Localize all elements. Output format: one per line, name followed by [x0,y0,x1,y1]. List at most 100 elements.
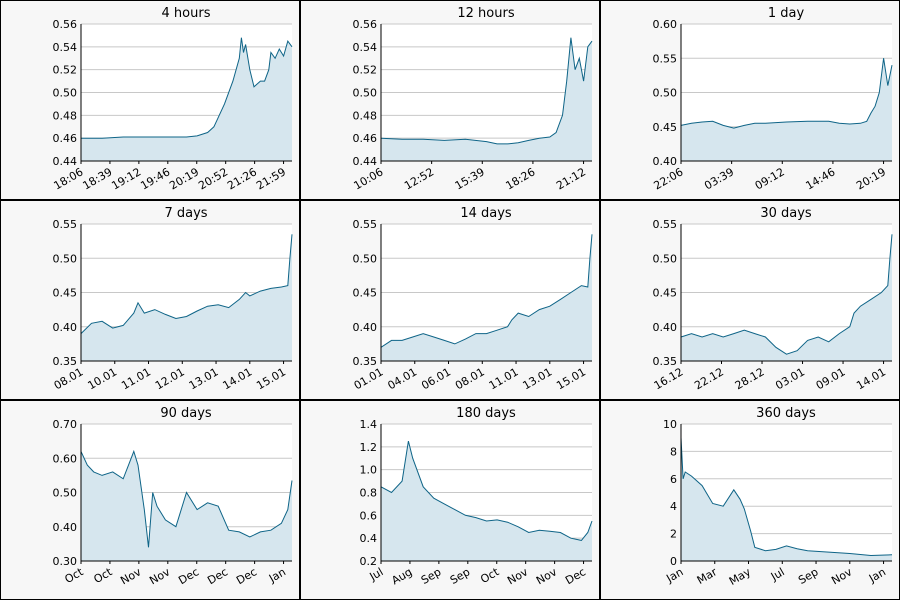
x-tick-label: Nov [534,565,560,587]
y-tick-label: 1.0 [360,464,378,477]
chart-title: 14 days [460,206,512,221]
chart-title: 180 days [456,406,516,421]
y-tick-label: 8 [670,445,677,458]
y-tick-label: 0.45 [53,287,78,300]
y-tick-label: 0.50 [53,487,78,500]
x-tick-label: 20:19 [167,165,201,192]
x-tick-label: 09.01 [814,365,848,392]
chart-title: 4 hours [162,6,211,21]
chart-panel: 0.35 0.40 0.45 0.50 0.55 08.01 10.01 11.01 12.01… [0,200,300,400]
series-line [80,449,293,548]
x-tick-label: Dec [205,565,230,587]
y-tick-label: 0.54 [53,41,78,54]
y-tick-label: 0.48 [353,109,378,122]
y-tick-label: 0.54 [353,41,378,54]
chart-panel: 0.2 0.4 0.6 0.8 1.0 1.2 1.4 Jul Aug Sep Sep Oct Nov N… [300,400,600,600]
y-tick-label: 0.46 [353,132,378,145]
chart-panel: 0 2 4 6 8 10 Jan Mar May Jul Sep Nov Jan 360 days [600,400,900,600]
x-tick-label: 21:12 [554,165,588,192]
x-tick-label: 22.12 [692,365,726,392]
x-tick-label: 12:52 [402,165,436,192]
y-tick-label: 0.50 [53,252,78,265]
chart-svg: 0.35 0.40 0.45 0.50 0.55 01.01 04.01 06.01 08.01… [352,206,593,392]
x-tick-label: 10.01 [85,365,119,392]
series-line [680,437,893,557]
y-tick-label: 0.52 [53,64,78,77]
series-area [381,37,592,162]
y-tick-label: 0.40 [353,321,378,334]
x-tick-label: 09:12 [753,165,787,192]
chart-svg: 0.35 0.40 0.45 0.50 0.55 08.01 10.01 11.01 12.01… [52,206,293,392]
y-tick-label: 0.45 [653,121,678,134]
y-tick-label: 0.40 [653,155,678,168]
y-tick-label: 1.2 [360,441,378,454]
chart-title: 12 hours [457,6,514,21]
chart-panel: 0.35 0.40 0.45 0.50 0.55 01.01 04.01 06.01 08.01… [300,200,600,400]
x-tick-label: 13.01 [187,365,221,392]
x-tick-label: 18:39 [80,165,114,192]
x-tick-label: 01.01 [352,365,386,392]
chart-title: 30 days [760,206,812,221]
series-line [380,234,593,348]
y-tick-label: 0.45 [353,287,378,300]
y-tick-label: 1.4 [360,418,378,431]
y-tick-label: 4 [670,500,677,513]
x-tick-label: 14.01 [221,365,255,392]
x-tick-label: 20:52 [196,165,230,192]
x-tick-label: 19:12 [109,165,143,192]
x-tick-label: 20:19 [854,165,888,192]
x-tick-label: Jan [866,565,888,585]
x-tick-label: Aug [389,565,414,587]
series-area [81,451,292,561]
y-tick-label: 0.50 [353,252,378,265]
y-tick-label: 0.6 [360,509,378,522]
x-tick-label: Nov [505,565,531,587]
y-tick-label: 0.56 [353,18,378,31]
x-tick-label: Mar [695,565,720,587]
chart-panel: 0.30 0.40 0.50 0.60 0.70 Oct Oct Nov Nov Dec Dec De… [0,400,300,600]
x-tick-label: 15.01 [254,365,288,392]
chart-svg: 0.44 0.46 0.48 0.50 0.52 0.54 0.56 10:06 12:52 15… [352,6,593,192]
y-tick-label: 0.60 [653,18,678,31]
series-line [380,37,593,145]
y-tick-label: 0.45 [653,287,678,300]
x-tick-label: 03:39 [702,165,736,192]
y-tick-label: 0.30 [53,555,78,568]
y-tick-label: 0.40 [653,321,678,334]
series-area [681,437,892,561]
x-tick-label: Nov [118,565,144,587]
series-area [381,234,592,361]
x-tick-label: Sep [448,565,472,587]
y-tick-label: 2 [670,528,677,541]
series-line [380,440,593,541]
chart-panel: 0.44 0.46 0.48 0.50 0.52 0.54 0.56 10:06 12:52 15… [300,0,600,200]
chart-panel: 0.40 0.45 0.50 0.55 0.60 22:06 03:39 09:12 14:46… [600,0,900,200]
x-tick-label: Jul [768,565,787,583]
chart-panel: 0.35 0.40 0.45 0.50 0.55 16.12 22.12 28.12 03.01… [600,200,900,400]
x-tick-label: Oct [478,565,502,586]
x-tick-label: 13.01 [521,365,555,392]
x-tick-label: Oct [91,565,115,586]
y-tick-label: 0.50 [353,87,378,100]
series-line [81,37,293,139]
x-tick-label: Jan [266,565,288,585]
x-tick-label: 11.01 [119,365,153,392]
chart-svg: 0.440.460.480.500.520.540.5618:0618:3919… [52,6,293,192]
series-area [81,37,292,162]
x-tick-label: 12.01 [153,365,187,392]
y-tick-label: 0.8 [360,487,378,500]
x-tick-label: 16.12 [652,365,686,392]
y-tick-label: 0.44 [53,155,78,168]
y-tick-label: 0.2 [360,555,378,568]
series-area [81,234,292,361]
y-tick-label: 0.55 [653,218,678,231]
x-tick-label: 10:06 [352,165,386,192]
y-tick-label: 0 [670,555,677,568]
x-tick-label: 18:26 [503,165,537,192]
y-tick-label: 0.50 [653,87,678,100]
x-tick-label: Sep [419,565,443,587]
y-tick-label: 10 [663,418,677,431]
y-tick-label: 0.56 [53,18,78,31]
y-tick-label: 0.50 [53,87,78,100]
